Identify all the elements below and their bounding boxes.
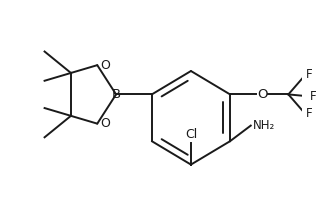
Text: O: O — [100, 117, 110, 130]
Text: F: F — [306, 107, 313, 120]
Text: O: O — [100, 59, 110, 72]
Text: B: B — [112, 88, 121, 101]
Text: F: F — [306, 68, 313, 81]
Text: NH₂: NH₂ — [252, 119, 275, 132]
Text: Cl: Cl — [185, 128, 197, 141]
Text: F: F — [310, 90, 317, 103]
Text: O: O — [257, 88, 268, 101]
